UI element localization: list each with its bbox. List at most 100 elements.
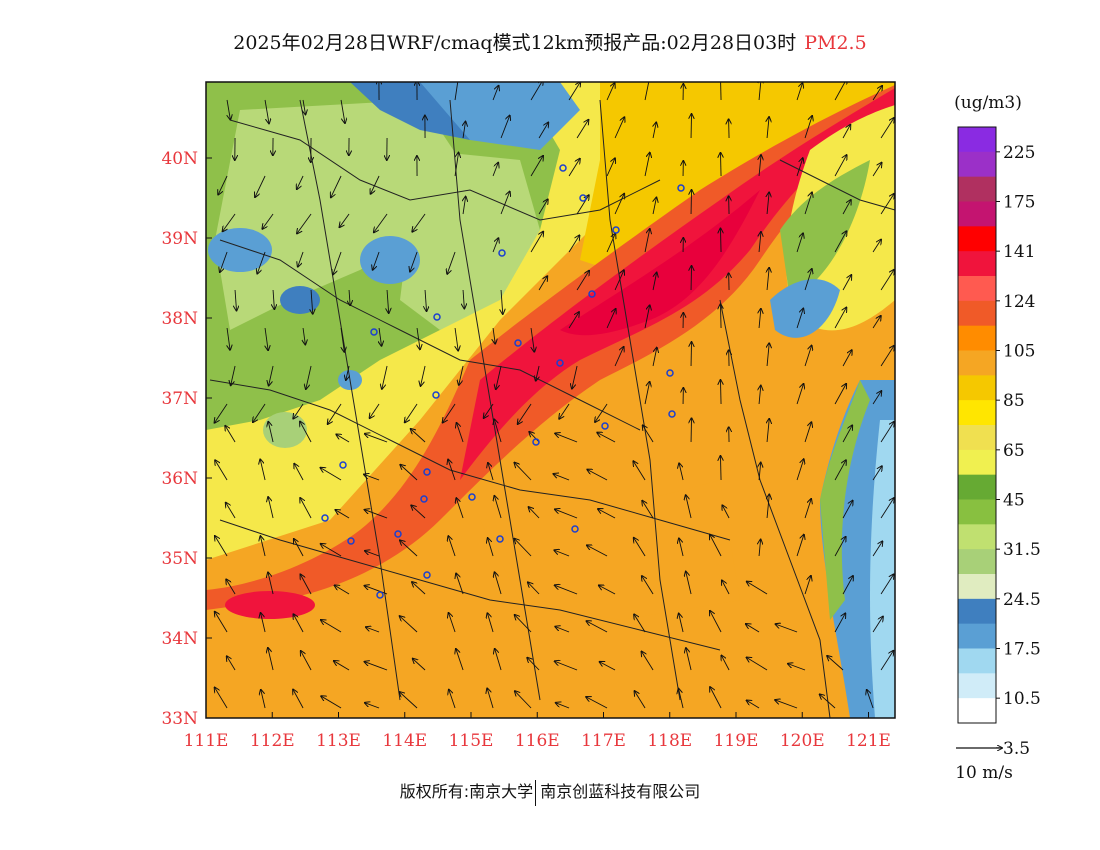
y-tick-label: 34N [161, 629, 198, 649]
city-marker [321, 514, 329, 522]
wind-arrow [215, 612, 228, 633]
wind-arrow [796, 158, 803, 177]
legend-swatch [958, 151, 996, 178]
company-name: 南京创蓝科技有限公司 [540, 782, 701, 801]
wind-arrow [747, 582, 768, 595]
city-marker [339, 461, 347, 469]
wind-arrow [400, 616, 418, 633]
wind-arrow [747, 700, 760, 709]
wind-arrow [710, 611, 722, 633]
wind-arrow [448, 460, 456, 481]
wind-arrow [767, 117, 769, 139]
legend-swatch [958, 300, 996, 327]
legend-label: 45 [1003, 491, 1025, 511]
city-marker [347, 537, 355, 545]
wind-arrow [568, 235, 579, 253]
wind-arrow [767, 419, 769, 443]
wind-arrow [387, 289, 389, 313]
wind-arrow [459, 365, 464, 385]
wind-arrow [311, 289, 313, 314]
wind-arrow [767, 343, 769, 367]
wind-arrow [333, 251, 342, 274]
wind-arrow [365, 551, 380, 557]
city-marker [376, 591, 384, 599]
wind-arrow [411, 429, 426, 443]
wind-arrow [842, 275, 851, 291]
city-marker [433, 313, 441, 321]
wind-arrow [600, 662, 616, 671]
wind-arrow [634, 538, 646, 557]
wind-arrow [293, 690, 304, 709]
wind-arrow [529, 432, 540, 443]
wind-arrow [463, 197, 466, 215]
legend-label: 65 [1003, 441, 1025, 461]
wind-arrow [303, 99, 305, 114]
legend-swatch [958, 127, 996, 153]
wind-arrow [643, 425, 654, 443]
x-tick-label: 120E [780, 731, 825, 751]
wind-arrow [568, 312, 579, 329]
wind-arrow [492, 163, 498, 177]
wind-arrow [804, 346, 812, 367]
x-tick-label: 111E [184, 731, 229, 751]
city-marker [370, 328, 378, 336]
wind-arrow [880, 118, 894, 139]
wind-arrow [456, 649, 464, 671]
wind-arrow [335, 585, 350, 595]
city-marker [432, 391, 440, 399]
wind-arrow [834, 613, 845, 633]
city-marker [394, 530, 402, 538]
wind-arrow [759, 540, 761, 557]
wind-arrow [530, 327, 534, 352]
wind-arrow [686, 495, 692, 519]
wind-arrow [775, 700, 798, 709]
wind-arrow [336, 434, 350, 443]
wind-arrow [530, 156, 543, 177]
wind-arrow [642, 652, 654, 671]
wind-arrow [788, 664, 806, 671]
wind-arrow [872, 617, 883, 633]
wind-arrow [555, 627, 570, 633]
wind-arrow [253, 403, 266, 422]
wind-arrow [346, 365, 349, 380]
wind-arrow [880, 574, 894, 595]
wind-arrow [215, 536, 228, 557]
wind-arrow [492, 86, 499, 101]
wind-arrow [425, 289, 426, 311]
wind-arrow [679, 614, 684, 633]
wind-arrow [260, 459, 266, 481]
wind-arrow [653, 123, 656, 139]
wind-arrow [599, 585, 616, 595]
wind-arrow [365, 703, 380, 709]
city-marker [556, 359, 564, 367]
legend-swatch [958, 400, 996, 426]
title-variable: PM2.5 [804, 32, 867, 54]
y-tick-label: 37N [161, 389, 198, 409]
wind-arrow [759, 155, 761, 177]
wind-arrow [340, 327, 344, 352]
city-marker [579, 194, 587, 202]
wind-arrow [294, 539, 304, 557]
wind-arrow [495, 649, 502, 671]
wind-arrow [872, 391, 881, 405]
wind-arrow [220, 251, 228, 272]
wind-arrow [370, 403, 380, 418]
copyright-text: 版权所有:南京大学 [399, 782, 534, 801]
wind-arrow [455, 327, 458, 351]
wind-arrow [880, 270, 894, 291]
legend-label: 10.5 [1003, 689, 1041, 709]
wind-arrow [834, 308, 846, 329]
wind-arrow [366, 627, 380, 633]
wind-arrow [365, 434, 388, 443]
wind-arrow [767, 495, 769, 519]
wind-arrow [804, 422, 811, 443]
legend-swatch [958, 176, 996, 202]
wind-arrow [820, 694, 836, 709]
wind-arrow [528, 582, 540, 595]
wind-arrow [456, 498, 464, 519]
wind-arrow [759, 232, 761, 253]
legend-swatch [958, 449, 996, 476]
y-tick-label: 39N [161, 229, 198, 249]
wind-arrow [301, 651, 312, 671]
city-marker [612, 226, 620, 234]
